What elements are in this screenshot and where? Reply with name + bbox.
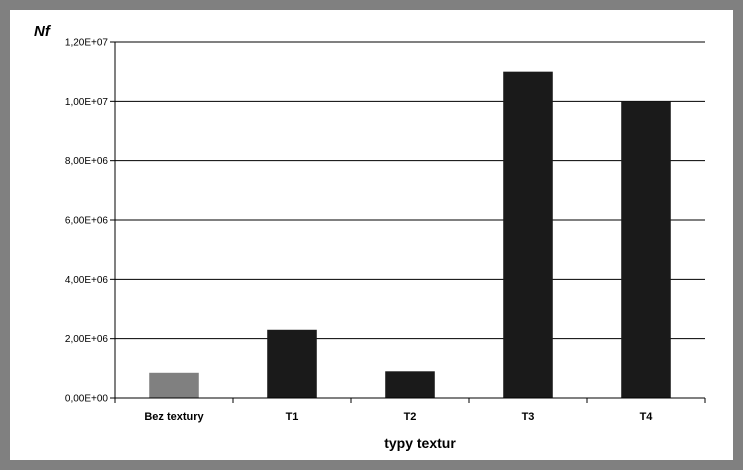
- x-tick-label: Bez textury: [144, 411, 204, 423]
- x-tick-labels: Bez textury T1 T2 T3 T4: [144, 411, 653, 423]
- y-axis-label: Nf: [34, 23, 52, 40]
- x-tick-label: T4: [640, 411, 654, 423]
- axes: [110, 41, 706, 403]
- y-tick-label: 8,00E+06: [65, 156, 109, 167]
- bar-t4: [621, 101, 671, 398]
- bar-t3: [503, 71, 553, 399]
- bar-bez-textury: [149, 372, 199, 398]
- bar-t1: [267, 329, 317, 398]
- gridlines: [115, 41, 705, 340]
- x-tick-label: T1: [286, 411, 299, 423]
- y-tick-label: 0,00E+00: [65, 394, 109, 405]
- y-tick-labels: 0,00E+00 2,00E+06 4,00E+06 6,00E+06 8,00E+06…: [65, 38, 109, 405]
- y-tick-label: 1,00E+07: [65, 97, 109, 108]
- y-tick-label: 4,00E+06: [65, 275, 109, 286]
- bars: [149, 71, 671, 399]
- x-tick-label: T2: [404, 411, 417, 423]
- bar-t2: [385, 371, 435, 398]
- y-tick-label: 1,20E+07: [65, 38, 109, 49]
- x-axis-label: typy textur: [384, 435, 456, 451]
- y-tick-label: 6,00E+06: [65, 216, 109, 227]
- y-tick-label: 2,00E+06: [65, 334, 109, 345]
- x-tick-label: T3: [522, 411, 535, 423]
